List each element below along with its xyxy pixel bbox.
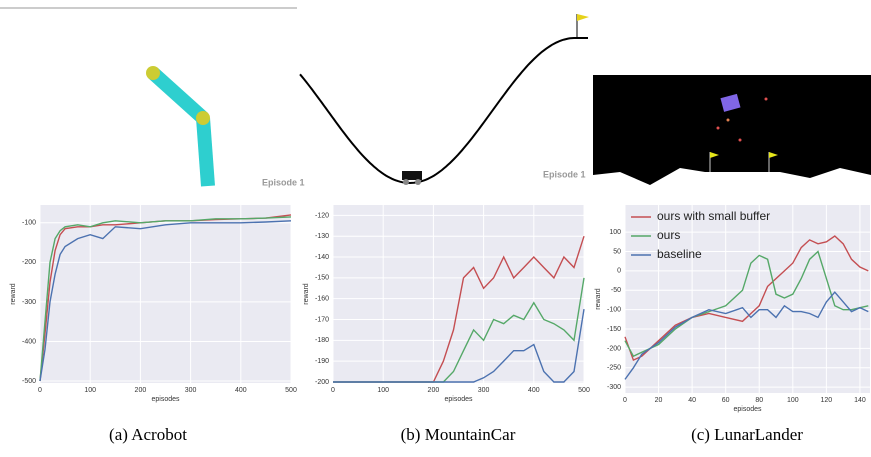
y-tick-label: -200 (315, 379, 329, 386)
terrain (593, 168, 871, 185)
plot-area (40, 205, 291, 383)
x-axis-label: episodes (444, 396, 473, 403)
joint (196, 111, 210, 125)
y-tick-label: -190 (315, 358, 329, 365)
hill (299, 37, 588, 185)
y-tick-label: -400 (22, 338, 36, 345)
y-tick-label: 100 (609, 229, 621, 236)
x-tick-label: 60 (722, 397, 730, 404)
y-axis-label: reward (595, 288, 602, 310)
series-line (624, 250, 869, 358)
x-tick-label: 400 (528, 387, 540, 394)
particle (738, 138, 742, 142)
link (196, 117, 215, 187)
x-tick-label: 0 (38, 387, 42, 394)
series-line (39, 216, 292, 382)
y-axis-label: reward (10, 283, 17, 305)
x-tick-label: 0 (623, 397, 627, 404)
flag (577, 14, 589, 21)
x-tick-label: 140 (854, 397, 866, 404)
x-tick-label: 80 (755, 397, 763, 404)
y-tick-label: -130 (315, 233, 329, 240)
mountaincar-image: Episode 1 (299, 14, 589, 185)
episode-label: Episode 1 (543, 169, 586, 179)
x-tick-label: 200 (428, 387, 440, 394)
y-axis-label: reward (303, 283, 310, 305)
x-tick-label: 300 (478, 387, 490, 394)
series-line (624, 291, 869, 380)
x-tick-label: 0 (331, 387, 335, 394)
wheel (415, 179, 421, 185)
y-tick-label: -250 (607, 365, 621, 372)
flag (769, 152, 778, 158)
y-tick-label: -300 (607, 384, 621, 391)
y-tick-label: -150 (607, 326, 621, 333)
x-tick-label: 120 (821, 397, 833, 404)
series-line (39, 220, 292, 382)
y-tick-label: -150 (315, 275, 329, 282)
caption: (b) MountainCar (401, 425, 516, 444)
y-tick-label: -100 (22, 220, 36, 227)
x-tick-label: 20 (655, 397, 663, 404)
y-tick-label: -170 (315, 316, 329, 323)
legend-label: ours (657, 228, 680, 242)
sky (593, 75, 871, 185)
lander (720, 93, 741, 112)
particle (726, 118, 730, 122)
y-tick-label: -120 (315, 212, 329, 219)
y-tick-label: -140 (315, 254, 329, 261)
plot-area (333, 205, 584, 383)
y-tick-label: 0 (617, 268, 621, 275)
y-tick-label: -50 (611, 287, 621, 294)
legend-label: ours with small buffer (657, 209, 770, 223)
wheel (403, 179, 409, 185)
acrobot-image: Episode 1 (0, 7, 305, 187)
caption: (c) LunarLander (691, 425, 803, 444)
x-axis-label: episodes (151, 396, 180, 403)
x-tick-label: 500 (285, 387, 297, 394)
y-tick-label: -200 (22, 259, 36, 266)
series-line (624, 235, 869, 362)
x-tick-label: 100 (787, 397, 799, 404)
legend-label: baseline (657, 247, 702, 261)
x-tick-label: 200 (135, 387, 147, 394)
x-tick-label: 100 (84, 387, 96, 394)
x-axis-label: episodes (733, 406, 762, 413)
episode-label: Episode 1 (262, 177, 305, 187)
y-tick-label: 50 (613, 248, 621, 255)
y-tick-label: -180 (315, 337, 329, 344)
link (148, 67, 208, 124)
lunarlander-image (593, 75, 871, 185)
y-tick-label: -300 (22, 299, 36, 306)
flag (710, 152, 719, 158)
particle (716, 126, 720, 130)
x-tick-label: 40 (688, 397, 696, 404)
y-tick-label: -100 (607, 307, 621, 314)
car (402, 171, 422, 180)
y-tick-label: -200 (607, 345, 621, 352)
x-tick-label: 300 (185, 387, 197, 394)
y-tick-label: -500 (22, 378, 36, 385)
particle (764, 97, 768, 101)
joint (146, 66, 160, 80)
x-tick-label: 400 (235, 387, 247, 394)
caption: (a) Acrobot (109, 425, 187, 444)
y-tick-label: -160 (315, 296, 329, 303)
x-tick-label: 500 (578, 387, 590, 394)
x-tick-label: 100 (377, 387, 389, 394)
series-line (333, 308, 585, 383)
